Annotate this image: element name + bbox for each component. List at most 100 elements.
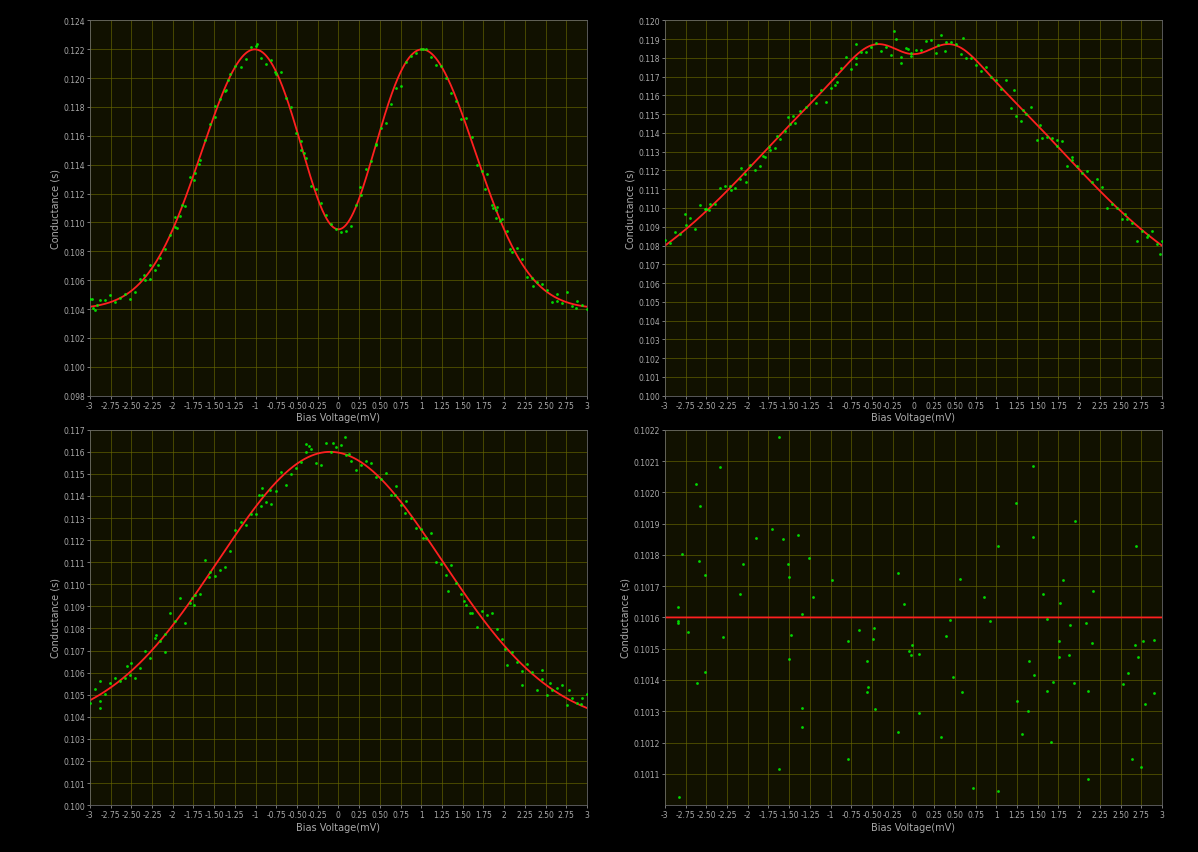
Point xyxy=(1144,686,1163,699)
Point xyxy=(220,68,240,82)
Point xyxy=(1077,165,1096,179)
Point xyxy=(413,532,432,545)
Point xyxy=(101,676,120,690)
Point xyxy=(176,617,195,630)
Point xyxy=(90,294,109,308)
Point xyxy=(90,694,109,708)
Point xyxy=(91,674,110,688)
Point xyxy=(256,496,276,509)
Point xyxy=(680,211,700,225)
Point xyxy=(568,696,587,710)
Point xyxy=(220,544,240,558)
Point xyxy=(362,457,381,470)
Point xyxy=(456,112,476,126)
Point xyxy=(341,220,361,233)
Point xyxy=(316,210,335,223)
Point xyxy=(740,159,760,173)
Point xyxy=(754,150,773,164)
Point xyxy=(1060,648,1079,662)
Point xyxy=(952,685,972,699)
Point xyxy=(706,198,725,211)
Point xyxy=(573,691,592,705)
Point xyxy=(1048,140,1067,153)
Point xyxy=(357,163,376,176)
Point xyxy=(1037,131,1057,145)
Point xyxy=(117,659,137,673)
Point xyxy=(762,522,781,536)
Point xyxy=(252,52,271,66)
Point xyxy=(689,555,708,568)
Point xyxy=(1082,636,1101,650)
Point xyxy=(887,33,906,47)
Point xyxy=(472,164,491,178)
Point xyxy=(151,251,170,265)
Point xyxy=(1072,167,1091,181)
Point xyxy=(291,135,310,148)
Point xyxy=(676,208,695,222)
Point xyxy=(176,200,195,214)
Point xyxy=(537,284,556,297)
Point xyxy=(367,138,386,152)
Point xyxy=(559,683,579,697)
Point xyxy=(686,478,706,492)
X-axis label: Bias Voltage(mV): Bias Voltage(mV) xyxy=(296,413,381,423)
Point xyxy=(944,671,963,684)
Point xyxy=(412,523,431,537)
Point xyxy=(816,96,835,110)
Point xyxy=(323,437,343,451)
Point xyxy=(1152,235,1172,249)
Point xyxy=(401,50,420,64)
Point xyxy=(195,554,214,567)
Point xyxy=(337,449,356,463)
Point xyxy=(80,696,99,710)
Point xyxy=(891,57,910,71)
Point xyxy=(562,692,581,705)
Point xyxy=(126,671,145,685)
Point xyxy=(406,521,425,535)
Point xyxy=(461,607,480,620)
Point xyxy=(462,607,482,620)
Point xyxy=(170,210,189,224)
Point xyxy=(115,288,134,302)
Point xyxy=(858,685,877,699)
Point xyxy=(1002,102,1021,116)
Point xyxy=(1133,634,1152,648)
Point xyxy=(406,48,425,61)
Point xyxy=(909,706,928,720)
Point xyxy=(1143,225,1162,239)
Point xyxy=(573,299,592,313)
Point xyxy=(488,623,507,636)
Point xyxy=(1131,760,1150,774)
Point xyxy=(552,296,571,310)
Point xyxy=(884,26,903,39)
Point xyxy=(518,271,537,285)
Point xyxy=(351,189,370,203)
Point xyxy=(895,598,914,612)
Point xyxy=(997,74,1016,88)
Point xyxy=(417,43,436,56)
Point xyxy=(296,152,315,165)
Point xyxy=(972,66,991,79)
Point xyxy=(847,38,866,52)
Point xyxy=(392,499,411,513)
Point xyxy=(96,688,115,701)
Point xyxy=(431,60,450,73)
Point xyxy=(165,614,184,628)
Point xyxy=(864,632,883,646)
Point xyxy=(413,43,432,57)
Point xyxy=(201,566,220,579)
Point xyxy=(1136,697,1155,711)
Point xyxy=(974,590,993,604)
Point xyxy=(1115,207,1135,221)
Point xyxy=(122,657,141,671)
Point xyxy=(937,630,956,643)
Point xyxy=(110,291,129,305)
Point xyxy=(226,523,246,537)
Point xyxy=(387,82,406,95)
Point xyxy=(156,628,175,642)
Point xyxy=(1065,676,1084,689)
Point xyxy=(311,458,331,472)
Point xyxy=(211,563,230,577)
Point xyxy=(321,446,340,459)
Point xyxy=(476,183,495,197)
